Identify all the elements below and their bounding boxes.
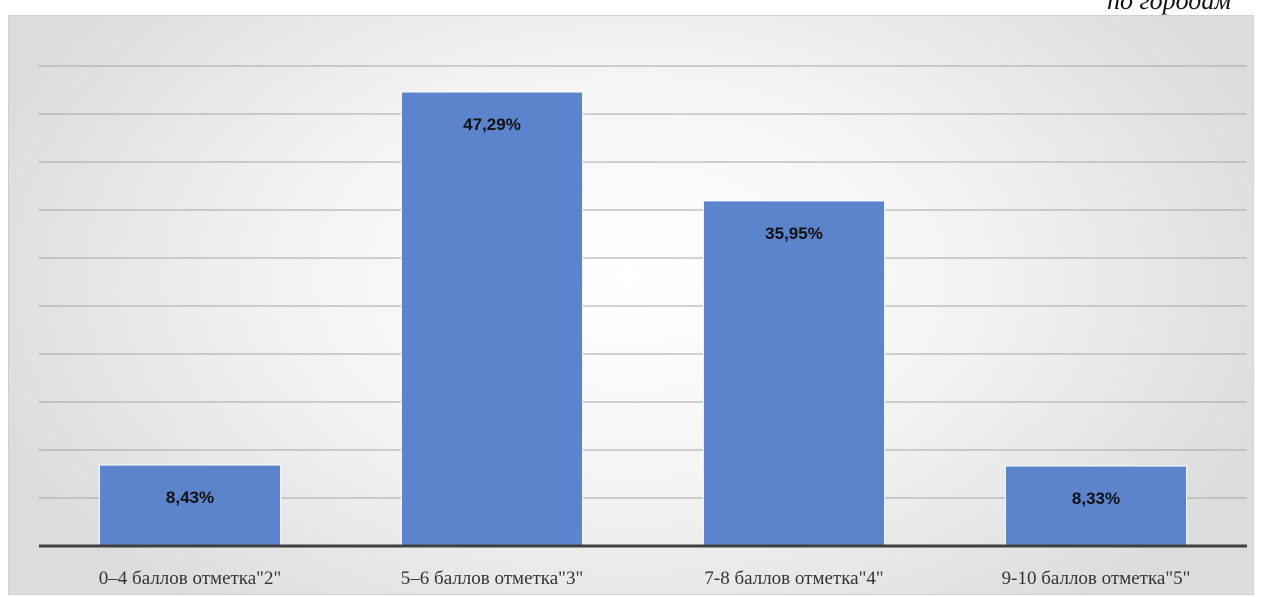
bar <box>702 200 886 547</box>
bar <box>1004 465 1188 547</box>
chart-area: 8,43% 47,29% 35,95% 8,33% 0–4 баллов отметк… <box>8 15 1254 595</box>
x-axis: 0–4 баллов отметка"2" 5–6 баллов отметка"… <box>39 544 1247 589</box>
cut-off-caption: по городам <box>1106 0 1231 15</box>
bar-chart: 8,43% 47,29% 35,95% 8,33% 0–4 баллов отметк… <box>39 65 1247 589</box>
gridlines <box>39 65 1247 499</box>
x-tick-label: 9-10 баллов отметка"5" <box>1002 568 1191 589</box>
data-labels: 8,43% 47,29% 35,95% 8,33% <box>166 115 1120 508</box>
x-tick-label: 0–4 баллов отметка"2" <box>99 568 281 589</box>
data-label: 47,29% <box>463 115 521 134</box>
bars <box>98 91 1188 547</box>
x-tick-label: 5–6 баллов отметка"3" <box>401 568 583 589</box>
bar <box>400 91 584 547</box>
x-tick-label: 7-8 баллов отметка"4" <box>704 568 883 589</box>
data-label: 8,33% <box>1072 489 1120 508</box>
bar <box>98 464 282 547</box>
data-label: 8,43% <box>166 488 214 507</box>
data-label: 35,95% <box>765 224 823 243</box>
